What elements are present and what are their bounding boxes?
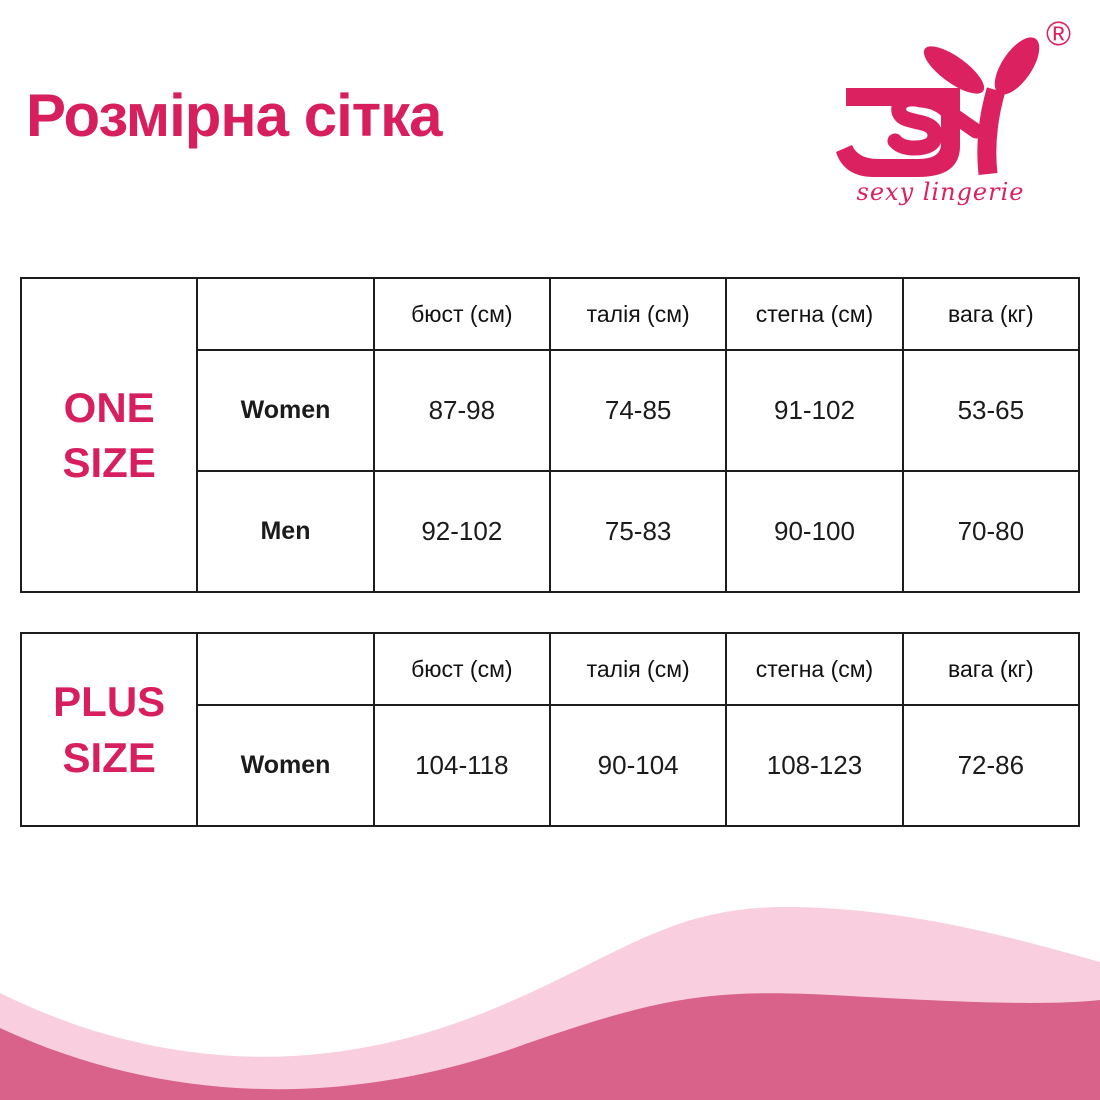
column-header-hips: стегна (см) (725, 632, 904, 706)
table-header-row: ONE SIZE бюст (см) талія (см) стегна (см… (19, 277, 1081, 593)
value-cell: 90-100 (725, 470, 904, 593)
size-label-line: SIZE (62, 439, 156, 486)
column-header-waist: талія (см) (548, 632, 728, 706)
table-row-women: Women 104-118 90-104 108-123 72-86 (21, 704, 1081, 827)
column-header-weight: вага (кг) (901, 632, 1081, 706)
value-cell: 108-123 (725, 704, 904, 827)
size-label-plus-size: PLUS SIZE (19, 632, 199, 827)
logo-leaf-right-icon (994, 37, 1040, 95)
column-header-bust: бюст (см) (372, 277, 551, 351)
group-cell-women: Women (196, 704, 375, 827)
value-cell: 104-118 (372, 704, 551, 827)
column-header-bust: бюст (см) (372, 632, 551, 706)
brand-logo: ® JSY (818, 0, 1090, 212)
empty-header-cell (196, 277, 375, 351)
size-label-one-size: ONE SIZE (19, 277, 199, 593)
size-label-line: PLUS (53, 678, 166, 726)
group-cell-men: Men (196, 470, 375, 593)
logo-y-stem (977, 87, 1006, 176)
value-cell: 90-104 (548, 704, 728, 827)
table-header-row: PLUS SIZE бюст (см) талія (см) стегна (с… (19, 632, 1081, 827)
table-row-men: Men 92-102 75-83 90-100 70-80 (21, 470, 1081, 593)
size-label-line: ONE (63, 383, 155, 431)
registered-mark: ® (1046, 15, 1071, 53)
logo-j-hook (836, 130, 960, 177)
column-header-waist: талія (см) (548, 277, 728, 351)
column-header-hips: стегна (см) (725, 277, 904, 351)
value-cell: 74-85 (548, 349, 728, 472)
one-size-table: ONE SIZE бюст (см) талія (см) стегна (см… (19, 277, 1081, 593)
value-cell: 75-83 (548, 470, 728, 593)
wave-dark (0, 993, 1100, 1100)
jsy-logo-icon: ® (836, 15, 1071, 177)
value-cell: 92-102 (372, 470, 551, 593)
logo-s (887, 91, 984, 156)
size-label-line: SIZE (62, 733, 156, 781)
column-header-weight: вага (кг) (901, 277, 1081, 351)
empty-header-cell (196, 632, 375, 706)
wave-decoration (0, 907, 1100, 1100)
value-cell: 91-102 (725, 349, 904, 472)
page-title: Розмірна сітка (26, 82, 443, 149)
logo-leaf-left-icon (923, 46, 985, 94)
plus-size-table: PLUS SIZE бюст (см) талія (см) стегна (с… (19, 632, 1081, 827)
table-row-women: Women 87-98 74-85 91-102 53-65 (21, 349, 1081, 472)
logo-tagline: sexy lingerie (856, 178, 1025, 206)
group-cell-women: Women (196, 349, 375, 472)
value-cell: 70-80 (901, 470, 1081, 593)
value-cell: 72-86 (901, 704, 1081, 827)
value-cell: 53-65 (901, 349, 1081, 472)
value-cell: 87-98 (372, 349, 551, 472)
